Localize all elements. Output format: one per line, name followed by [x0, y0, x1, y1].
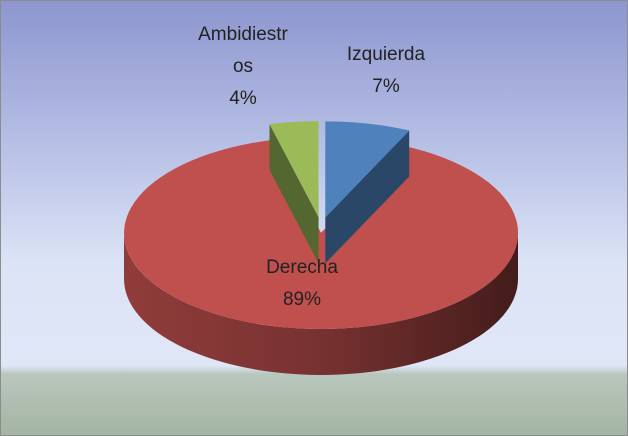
- slice-side: [269, 124, 319, 264]
- data-label: Derecha 89%: [247, 252, 357, 316]
- value-label: 4%: [229, 88, 257, 109]
- category-label: Izquierda: [346, 44, 426, 65]
- data-label: Izquierda 7%: [326, 39, 446, 103]
- value-label: 7%: [372, 76, 400, 97]
- slice: [269, 121, 319, 218]
- slice-side: [325, 130, 410, 264]
- category-label: Derecha: [266, 257, 338, 278]
- slice-wall: [124, 233, 518, 375]
- category-label: Ambidiestros: [198, 24, 288, 77]
- slice: [124, 140, 519, 329]
- slice: [325, 121, 410, 218]
- data-label: Ambidiestros 4%: [197, 19, 289, 115]
- value-label: 89%: [282, 289, 322, 310]
